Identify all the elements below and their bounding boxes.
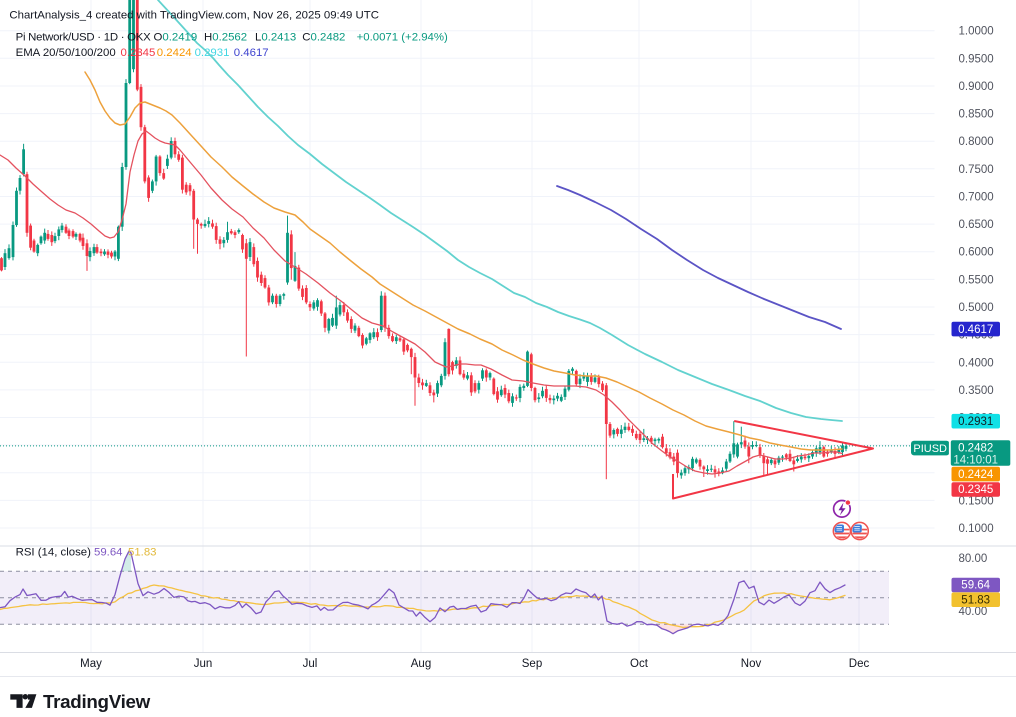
svg-text:0.8000: 0.8000 [959,136,994,148]
svg-text:0.4617: 0.4617 [958,324,993,336]
svg-text:51.83: 51.83 [961,594,990,606]
svg-text:0.4000: 0.4000 [959,357,994,369]
svg-text:0.2931: 0.2931 [958,416,993,428]
svg-text:Dec: Dec [849,658,870,670]
svg-text:Oct: Oct [630,658,649,670]
svg-text:0.2482: 0.2482 [958,442,993,454]
svg-text:80.00: 80.00 [959,553,988,565]
svg-text:0.9000: 0.9000 [959,81,994,93]
svg-text:0.2345: 0.2345 [958,484,993,496]
svg-text:PIUSD: PIUSD [913,443,947,455]
svg-text:0.6000: 0.6000 [959,247,994,259]
svg-text:0.2424: 0.2424 [958,469,994,481]
svg-text:0.5000: 0.5000 [959,302,994,314]
svg-text:ChartAnalysis_4 created with T: ChartAnalysis_4 created with TradingView… [9,9,379,21]
svg-text:0.3500: 0.3500 [959,385,994,397]
svg-text:0.6500: 0.6500 [959,219,994,231]
svg-text:40.00: 40.00 [959,606,988,618]
svg-text:0.8500: 0.8500 [959,109,994,121]
svg-text:Sep: Sep [522,658,542,670]
svg-text:0.5500: 0.5500 [959,274,994,286]
svg-text:0.1500: 0.1500 [959,495,994,507]
svg-text:Jul: Jul [303,658,318,670]
svg-text:TradingView: TradingView [43,691,151,712]
svg-text:14:10:01: 14:10:01 [953,454,998,466]
svg-text:1.0000: 1.0000 [959,26,994,38]
svg-text:0.7000: 0.7000 [959,191,994,203]
svg-text:0.7500: 0.7500 [959,164,994,176]
svg-text:59.64: 59.64 [961,580,990,592]
svg-text:Nov: Nov [741,658,762,670]
svg-text:Aug: Aug [411,658,431,670]
svg-text:0.1000: 0.1000 [959,523,994,535]
svg-text:0.9500: 0.9500 [959,53,994,65]
svg-text:May: May [80,658,102,670]
svg-text:Jun: Jun [194,658,213,670]
